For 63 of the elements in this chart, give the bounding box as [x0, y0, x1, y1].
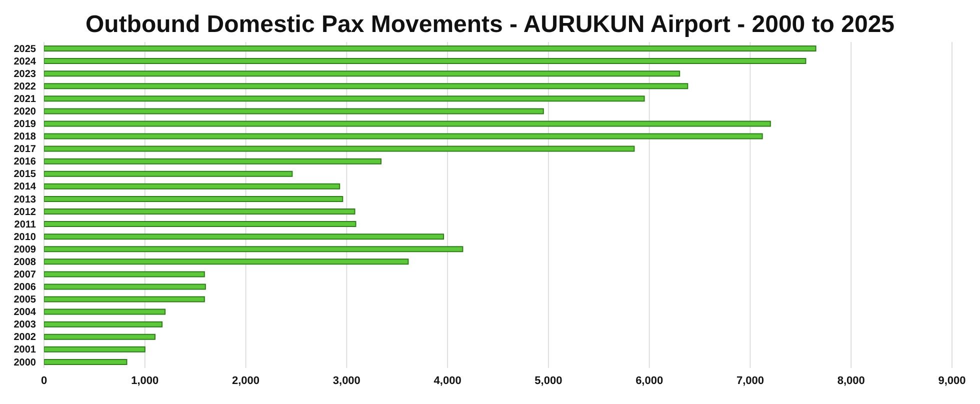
bar	[44, 133, 763, 140]
x-tick-label: 1,000	[131, 374, 159, 387]
bar	[44, 158, 382, 164]
bar	[44, 146, 635, 152]
y-tick-label: 2014	[14, 182, 36, 193]
y-tick-label: 2002	[14, 332, 36, 344]
bar	[44, 120, 771, 127]
y-tick-label: 2004	[14, 307, 36, 318]
bar	[44, 321, 163, 328]
bar	[44, 308, 166, 315]
y-tick-label: 2011	[14, 219, 36, 230]
y-tick-label: 2005	[14, 294, 36, 306]
y-tick-label: 2010	[14, 232, 36, 243]
y-tick-label: 2017	[14, 144, 36, 156]
x-tick-label: 0	[40, 374, 48, 387]
y-tick-label: 2013	[14, 194, 36, 206]
bar	[44, 170, 293, 177]
x-tick-label: 6,000	[636, 374, 664, 387]
bar	[44, 246, 464, 252]
bar	[44, 46, 816, 52]
y-tick-label: 2003	[14, 320, 36, 331]
y-tick-label: 2019	[14, 119, 36, 130]
x-tick-label: 5,000	[534, 374, 562, 387]
bar	[44, 183, 340, 190]
bar	[44, 284, 206, 290]
bar	[44, 271, 205, 278]
bar	[44, 70, 680, 77]
bar	[44, 83, 688, 90]
bar	[44, 358, 128, 365]
x-tick-label: 2,000	[232, 374, 260, 387]
bar	[44, 346, 146, 352]
bar	[44, 196, 344, 202]
x-tick-label: 4,000	[434, 374, 462, 387]
y-tick-label: 2001	[14, 344, 36, 356]
bar	[44, 234, 444, 240]
bar	[44, 258, 409, 265]
bar	[44, 58, 806, 64]
chart-title: Outbound Domestic Pax Movements - AURUKUN Airport - 2000 to 2025	[84, 10, 896, 40]
x-tick-label: 7,000	[736, 374, 764, 387]
y-tick-label: 2018	[14, 132, 36, 143]
bar	[44, 334, 156, 340]
y-tick-label: 2007	[14, 270, 36, 281]
bar	[44, 296, 205, 302]
bar	[44, 208, 356, 214]
x-tick-label: 9,000	[938, 374, 966, 387]
y-tick-label: 2020	[14, 106, 36, 118]
x-tick-label: 8,000	[837, 374, 865, 387]
bar	[44, 108, 544, 114]
y-tick-label: 2021	[14, 94, 36, 105]
y-tick-label: 2015	[14, 169, 36, 180]
x-tick-label: 3,000	[332, 374, 360, 387]
y-tick-label: 2025	[14, 44, 36, 55]
y-tick-label: 2000	[14, 357, 36, 368]
y-tick-label: 2022	[14, 81, 36, 92]
y-tick-label: 2012	[14, 206, 36, 218]
y-tick-label: 2023	[14, 68, 36, 80]
bar	[44, 96, 645, 102]
bar	[44, 221, 356, 228]
y-tick-label: 2006	[14, 282, 36, 294]
y-tick-label: 2009	[14, 244, 36, 256]
y-tick-label: 2016	[14, 156, 36, 168]
y-tick-label: 2024	[14, 56, 36, 68]
y-tick-label: 2008	[14, 256, 36, 268]
